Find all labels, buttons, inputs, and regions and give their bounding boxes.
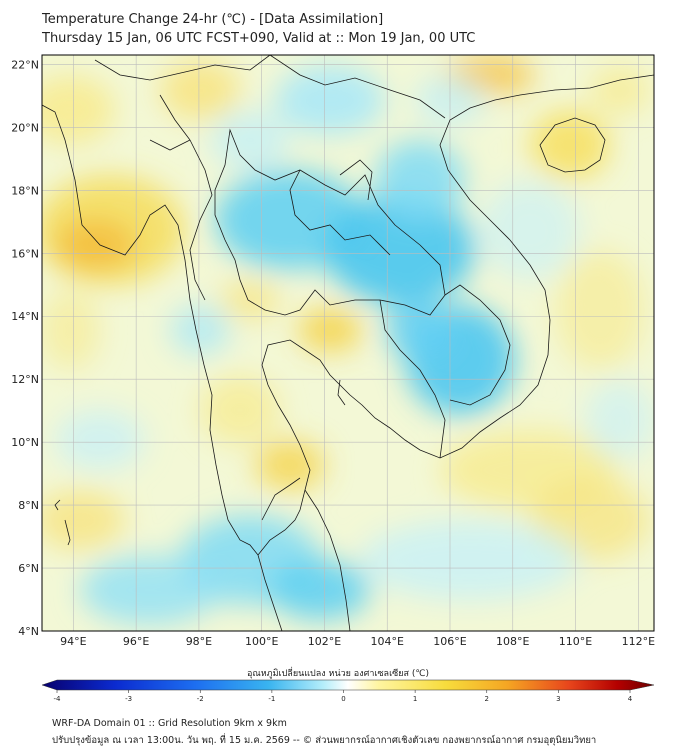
lon-tick-label: 100°E [245, 635, 278, 648]
lat-tick-label: 18°N [11, 184, 39, 197]
lon-tick-label: 112°E [622, 635, 655, 648]
lon-tick-label: 98°E [186, 635, 212, 648]
lon-tick-label: 110°E [559, 635, 592, 648]
map-frame [41, 54, 655, 632]
colorbar-tick-label: 1 [413, 695, 417, 703]
colorbar-tick-label: -1 [268, 695, 275, 703]
lon-tick-label: 94°E [60, 635, 86, 648]
colorbar-tick-label: 4 [628, 695, 633, 703]
colorbar-tick-label: 2 [485, 695, 489, 703]
lat-tick-label: 14°N [11, 310, 39, 323]
coastlines-borders [42, 55, 654, 631]
lon-tick-label: 106°E [433, 635, 466, 648]
lat-tick-label: 20°N [11, 121, 39, 134]
temperature-field [42, 55, 654, 631]
colorbar-tick-label: -2 [197, 695, 204, 703]
lat-tick-label: 10°N [11, 436, 39, 449]
lat-tick-label: 22°N [11, 58, 39, 71]
lon-tick-label: 108°E [496, 635, 529, 648]
lat-tick-label: 12°N [11, 373, 39, 386]
footer-model-info: WRF-DA Domain 01 :: Grid Resolution 9km … [52, 718, 287, 729]
lon-tick-label: 102°E [308, 635, 341, 648]
colorbar-tick-label: 0 [341, 695, 345, 703]
lat-tick-label: 16°N [11, 247, 39, 260]
footer-credit: ปรับปรุงข้อมูล ณ เวลา 13:00น. วัน พฤ. ที… [52, 735, 597, 746]
colorbar-tick-label: -3 [125, 695, 132, 703]
colorbar-label: อุณหภูมิเปลี่ยนแปลง หน่วย องศาเซลเซียส (… [246, 669, 430, 679]
lat-tick-label: 4°N [18, 625, 39, 638]
colorbar-gradient [41, 679, 655, 691]
lat-tick-label: 8°N [18, 499, 39, 512]
colorbar-ticks: -4 -3 -2 -1 0 1 2 3 4 [54, 690, 633, 703]
colorbar: -4 -3 -2 -1 0 1 2 3 4 [41, 679, 655, 703]
map-title: Temperature Change 24-hr (℃) - [Data Ass… [42, 12, 384, 27]
colorbar-tick-label: 3 [556, 695, 560, 703]
lat-tick-label: 6°N [18, 562, 39, 575]
colorbar-tick-label: -4 [54, 695, 62, 703]
lon-tick-label: 104°E [371, 635, 404, 648]
lon-tick-label: 96°E [123, 635, 149, 648]
map-subtitle: Thursday 15 Jan, 06 UTC FCST+090, Valid … [42, 31, 476, 46]
